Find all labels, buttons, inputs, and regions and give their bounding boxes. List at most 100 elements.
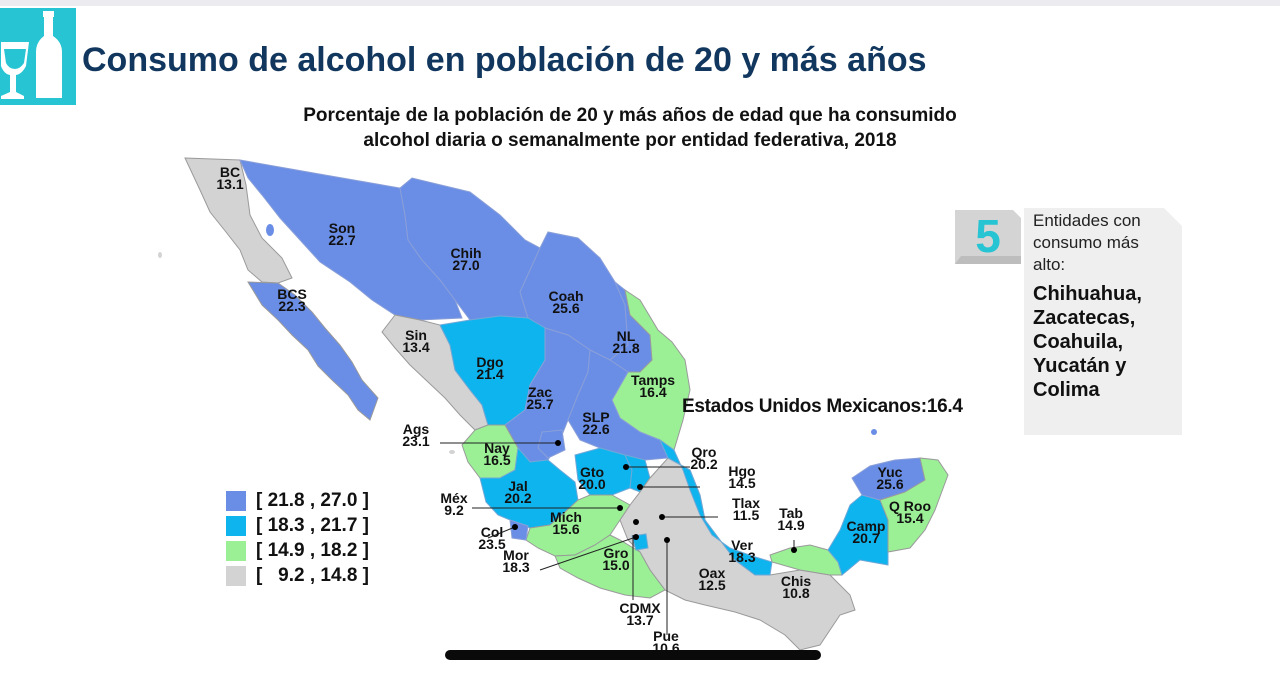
national-value-label: Estados Unidos Mexicanos:16.4 [682, 396, 963, 417]
legend-item: [ 9.2 , 14.8 ] [226, 563, 369, 588]
state-label-chis: Chis [781, 573, 812, 589]
horizontal-scrollbar[interactable] [445, 650, 821, 660]
state-label-tab: Tab [779, 505, 803, 521]
state-value-cdmx: 13.7 [626, 612, 653, 628]
intro-line: consumo más [1033, 233, 1139, 252]
state-label-ver: Ver [731, 537, 753, 553]
subtitle-line-2: alcohol diaria o semanalmente por entida… [363, 130, 897, 151]
state-labels: BC13.1Son22.7Chih27.0Coah25.6BCS22.3Sin1… [216, 164, 931, 656]
state-value-tab: 14.9 [777, 517, 804, 533]
island-islas-marias [449, 450, 455, 454]
legend-swatch [226, 490, 246, 511]
state-value-chis: 10.8 [782, 585, 809, 601]
top-states-list: Chihuahua, Zacatecas, Coahuila, Yucatán … [1033, 282, 1183, 402]
state-label-gto: Gto [580, 464, 604, 480]
intro-line: alto: [1033, 255, 1066, 274]
state-label-jal: Jal [508, 478, 527, 494]
state-region-slp [567, 349, 669, 461]
top-state-item: Coahuila, [1033, 331, 1124, 353]
state-value-bcs: 22.3 [278, 298, 305, 314]
legend-item: [ 18.3 , 21.7 ] [226, 513, 369, 538]
state-label-yuc: Yuc [878, 464, 903, 480]
top-state-item: Colima [1033, 379, 1100, 401]
top-state-item: Zacatecas, [1033, 307, 1136, 329]
state-label-son: Son [329, 220, 355, 236]
top-states-card: Entidades con consumo más alto: Chihuahu… [1024, 208, 1182, 435]
state-label-q-roo: Q Roo [889, 498, 931, 514]
top-state-item: Yucatán y [1033, 355, 1127, 377]
badge-number: 5 [975, 210, 1001, 262]
logo [0, 8, 76, 105]
state-label-coah: Coah [549, 288, 584, 304]
legend: [ 21.8 , 27.0 ] [ 18.3 , 21.7 ] [ 14.9 ,… [226, 488, 369, 588]
state-label-pue: Pue [653, 628, 679, 644]
state-value-zac: 25.7 [526, 396, 553, 412]
state-value-mor: 18.3 [502, 559, 529, 575]
legend-item: [ 21.8 , 27.0 ] [226, 488, 369, 513]
intro-line: Entidades con [1033, 211, 1141, 230]
state-value-hgo: 14.5 [728, 475, 755, 491]
state-value-chih: 27.0 [452, 257, 479, 273]
state-value-slp: 22.6 [582, 421, 609, 437]
state-label-tamps: Tamps [631, 372, 675, 388]
state-label-m-x: Méx [440, 490, 467, 506]
state-label-bc: BC [220, 164, 240, 180]
chart-subtitle: Porcentaje de la población de 20 y más a… [230, 103, 1030, 153]
legend-label: [ 9.2 , 14.8 ] [256, 564, 369, 586]
state-value-ver: 18.3 [728, 549, 755, 565]
state-label-nl: NL [617, 328, 636, 344]
state-value-q-roo: 15.4 [896, 510, 923, 526]
state-value-qro: 20.2 [690, 456, 717, 472]
legend-item: [ 14.9 , 18.2 ] [226, 538, 369, 563]
card-fold-corner [1164, 208, 1182, 226]
state-value-bc: 13.1 [216, 176, 243, 192]
state-value-son: 22.7 [328, 232, 355, 248]
state-region-gro [554, 534, 666, 599]
legend-swatch [226, 540, 246, 561]
state-region-bcs [247, 281, 379, 421]
top-states-intro: Entidades con consumo más alto: [1033, 210, 1178, 276]
state-value-tlax: 11.5 [733, 507, 760, 523]
island-cozumel [871, 429, 877, 435]
top-state-item: Chihuahua, [1033, 283, 1142, 305]
state-value-sin: 13.4 [402, 339, 429, 355]
state-value-m-x: 9.2 [444, 502, 464, 518]
state-value-camp: 20.7 [852, 530, 879, 546]
state-label-hgo: Hgo [728, 463, 755, 479]
state-value-coah: 25.6 [552, 300, 579, 316]
legend-label: [ 18.3 , 21.7 ] [256, 514, 370, 536]
state-label-qro: Qro [692, 444, 717, 460]
subtitle-line-1: Porcentaje de la población de 20 y más a… [303, 105, 957, 126]
legend-label: [ 14.9 , 18.2 ] [256, 539, 370, 561]
page-title: Consumo de alcohol en población de 20 y … [82, 41, 927, 79]
state-value-gro: 15.0 [602, 557, 629, 573]
state-region-ags [537, 429, 566, 459]
state-label-nay: Nay [484, 440, 510, 456]
top-border [0, 0, 1280, 6]
state-value-col: 23.5 [478, 536, 505, 552]
state-value-oax: 12.5 [698, 577, 725, 593]
leader-dots [512, 440, 797, 553]
leader-lines [440, 442, 795, 635]
state-label-cdmx: CDMX [619, 600, 661, 616]
state-label-camp: Camp [847, 518, 886, 534]
state-label-sin: Sin [405, 327, 427, 343]
island-guadalupe [158, 252, 162, 258]
state-label-tlax: Tlax [732, 495, 760, 511]
legend-label: [ 21.8 , 27.0 ] [256, 489, 370, 511]
state-label-slp: SLP [582, 409, 609, 425]
state-label-mor: Mor [503, 547, 529, 563]
state-label-oax: Oax [699, 565, 726, 581]
state-value-nay: 16.5 [483, 452, 510, 468]
legend-swatch [226, 515, 246, 536]
state-value-ags: 23.1 [402, 433, 429, 449]
state-label-bcs: BCS [277, 286, 307, 302]
state-value-yuc: 25.6 [876, 476, 903, 492]
state-label-chih: Chih [450, 245, 481, 261]
state-label-col: Col [481, 524, 504, 540]
state-value-tamps: 16.4 [639, 384, 666, 400]
state-region-qroo [879, 457, 949, 553]
state-value-dgo: 21.4 [476, 366, 503, 382]
state-label-gro: Gro [604, 545, 629, 561]
